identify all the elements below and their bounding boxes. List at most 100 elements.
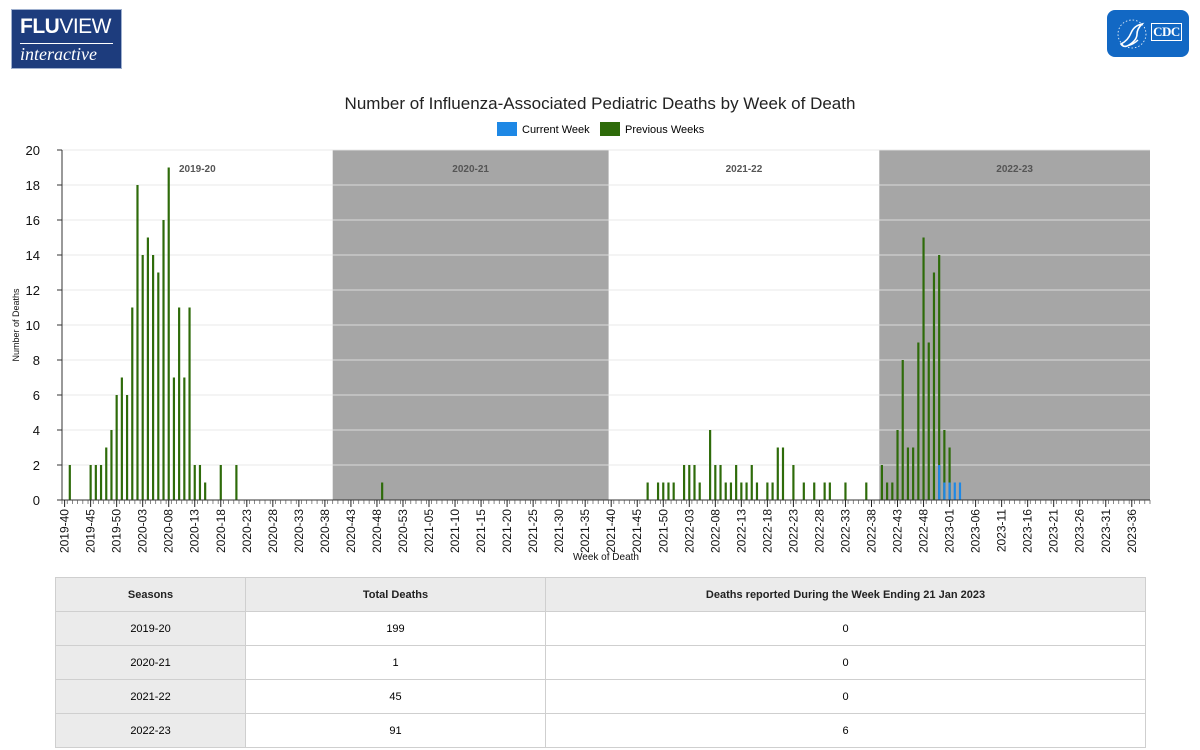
x-tick-label: 2020-53 xyxy=(396,509,410,553)
x-tick-label: 2020-38 xyxy=(318,509,332,553)
bar-previous-2021-52 xyxy=(672,482,675,500)
y-tick-label: 12 xyxy=(26,283,40,298)
bar-previous-2022-21 xyxy=(781,447,785,500)
bar-previous-2020-06 xyxy=(157,272,160,500)
y-axis-title: Number of Deaths xyxy=(11,288,21,362)
bar-previous-2022-19 xyxy=(771,482,774,500)
bar-current-2023-03 xyxy=(958,482,962,500)
column-header-deaths-reported-week[interactable]: Deaths reported During the Week Ending 2… xyxy=(545,577,1146,612)
y-tick-label: 20 xyxy=(26,143,40,158)
bar-previous-2022-23 xyxy=(792,465,795,500)
week-deaths-cell: 0 xyxy=(545,611,1146,646)
bar-previous-2022-11 xyxy=(729,482,733,500)
bar-previous-2023-01 xyxy=(948,447,951,500)
bar-previous-2020-08 xyxy=(167,167,170,500)
cdc-logo[interactable]: CDC xyxy=(1107,10,1189,57)
column-header-seasons[interactable]: Seasons xyxy=(55,577,246,612)
bar-previous-2020-07 xyxy=(162,220,165,500)
x-tick-label: 2023-16 xyxy=(1021,509,1035,553)
table-header-row: Seasons Total Deaths Deaths reported Dur… xyxy=(55,577,1146,612)
x-tick-label: 2023-21 xyxy=(1047,509,1061,553)
legend-item-current-week[interactable]: Current Week xyxy=(497,122,590,138)
bar-previous-2022-16 xyxy=(755,482,759,500)
y-tick-label: 2 xyxy=(33,458,40,473)
x-tick-label: 2020-28 xyxy=(266,509,280,553)
bar-current-2022-51 xyxy=(938,465,941,500)
x-tick-label: 2019-50 xyxy=(110,509,124,553)
table-row: 2022-23 91 6 xyxy=(55,713,1146,748)
x-tick-label: 2023-31 xyxy=(1099,509,1113,553)
bar-previous-2022-42 xyxy=(891,482,894,500)
chart-legend: Current Week Previous Weeks xyxy=(0,122,1200,138)
season-cell: 2021-22 xyxy=(55,679,246,714)
y-tick-label: 10 xyxy=(26,318,40,333)
season-label: 2021-22 xyxy=(726,164,763,175)
bar-previous-2020-11 xyxy=(183,377,186,500)
season-cell: 2020-21 xyxy=(55,645,246,680)
x-tick-label: 2020-08 xyxy=(162,509,176,553)
x-tick-label: 2023-11 xyxy=(995,509,1009,552)
bar-previous-2021-50 xyxy=(662,482,665,500)
week-deaths-cell: 0 xyxy=(545,679,1146,714)
bar-previous-2022-25 xyxy=(802,482,805,500)
x-tick-label: 2021-20 xyxy=(500,509,514,553)
week-deaths-cell: 6 xyxy=(545,713,1146,748)
bar-previous-2019-46 xyxy=(94,465,97,500)
x-tick-label: 2022-33 xyxy=(838,509,852,553)
legend-label-previous-weeks: Previous Weeks xyxy=(625,124,705,136)
x-tick-label: 2020-03 xyxy=(136,509,150,553)
x-tick-label: 2023-01 xyxy=(943,509,957,553)
x-axis-title: Week of Death xyxy=(573,552,639,563)
bar-previous-2020-13 xyxy=(193,465,196,500)
total-deaths-cell: 91 xyxy=(245,713,546,748)
x-tick-label: 2021-45 xyxy=(630,509,644,553)
legend-swatch-previous-weeks xyxy=(600,122,620,136)
y-tick-label: 4 xyxy=(33,423,40,438)
bar-previous-2020-04 xyxy=(146,237,149,500)
bar-current-2022-52 xyxy=(943,482,946,500)
y-tick-label: 0 xyxy=(33,493,40,508)
bar-previous-2022-47 xyxy=(917,342,920,500)
x-tick-label: 2020-33 xyxy=(292,509,306,553)
y-tick-label: 8 xyxy=(33,353,40,368)
bar-previous-2022-46 xyxy=(912,447,915,500)
total-deaths-cell: 45 xyxy=(245,679,546,714)
total-deaths-cell: 199 xyxy=(245,611,546,646)
x-tick-label: 2021-50 xyxy=(656,509,670,553)
x-tick-label: 2022-43 xyxy=(891,509,905,553)
bar-previous-2022-14 xyxy=(745,482,748,500)
fluview-logo-title: FLUVIEW xyxy=(20,15,111,38)
bar-previous-2022-05 xyxy=(698,482,701,500)
bar-previous-2022-10 xyxy=(724,482,727,500)
bar-previous-2022-18 xyxy=(766,482,769,500)
bar-previous-2022-12 xyxy=(735,465,738,500)
bar-previous-2022-13 xyxy=(740,482,743,500)
bar-previous-2021-51 xyxy=(667,482,670,500)
bar-previous-2022-29 xyxy=(823,482,826,500)
bar-previous-2022-20 xyxy=(776,447,779,500)
x-tick-label: 2021-15 xyxy=(474,509,488,553)
bar-previous-2020-10 xyxy=(178,307,181,500)
x-tick-label: 2021-10 xyxy=(448,509,462,553)
bar-previous-2022-49 xyxy=(927,342,930,500)
x-tick-label: 2023-06 xyxy=(969,509,983,553)
bar-previous-2020-49 xyxy=(381,482,384,500)
x-tick-label: 2022-03 xyxy=(682,509,696,553)
y-tick-label: 14 xyxy=(26,248,40,263)
bar-previous-2019-48 xyxy=(105,447,108,500)
column-header-total-deaths[interactable]: Total Deaths xyxy=(245,577,546,612)
bar-previous-2021-49 xyxy=(656,482,660,500)
fluview-logo[interactable]: FLUVIEW interactive xyxy=(11,9,122,69)
bar-previous-2020-03 xyxy=(141,255,144,500)
y-tick-label: 6 xyxy=(33,388,40,403)
x-tick-label: 2020-48 xyxy=(370,509,384,553)
legend-item-previous-weeks[interactable]: Previous Weeks xyxy=(600,122,704,138)
x-tick-label: 2020-13 xyxy=(188,509,202,553)
bar-previous-2022-44 xyxy=(901,360,904,500)
bar-previous-2022-50 xyxy=(932,272,936,500)
y-tick-label: 18 xyxy=(26,178,40,193)
bar-previous-2019-52 xyxy=(125,395,129,500)
x-tick-label: 2022-08 xyxy=(708,509,722,553)
fluview-logo-subtitle: interactive xyxy=(20,44,97,64)
x-tick-label: 2022-23 xyxy=(786,509,800,553)
